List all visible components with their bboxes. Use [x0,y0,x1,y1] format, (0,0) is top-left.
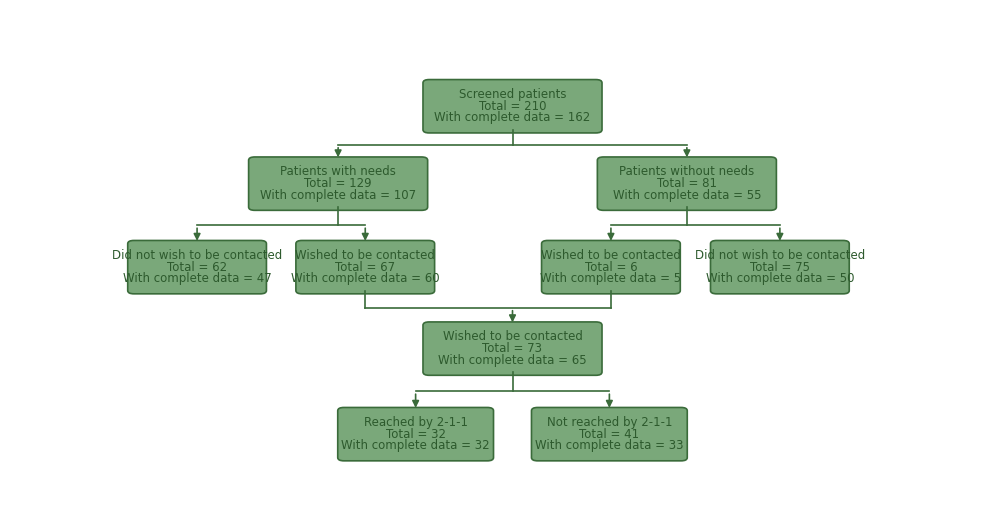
Text: With complete data = 65: With complete data = 65 [438,354,587,367]
Text: Total = 129: Total = 129 [304,177,372,190]
Text: Total = 32: Total = 32 [386,427,446,441]
Text: Total = 6: Total = 6 [585,261,637,273]
Text: With complete data = 33: With complete data = 33 [535,440,684,452]
Text: Total = 73: Total = 73 [482,342,542,355]
Text: Total = 75: Total = 75 [750,261,810,273]
Text: Wished to be contacted: Wished to be contacted [541,249,681,262]
FancyBboxPatch shape [542,241,680,294]
Text: Not reached by 2-1-1: Not reached by 2-1-1 [547,416,672,429]
FancyBboxPatch shape [423,79,602,133]
FancyBboxPatch shape [711,241,849,294]
Text: Did not wish to be contacted: Did not wish to be contacted [695,249,865,262]
Text: With complete data = 47: With complete data = 47 [123,272,271,285]
Text: Reached by 2-1-1: Reached by 2-1-1 [364,416,468,429]
Text: With complete data = 50: With complete data = 50 [706,272,854,285]
Text: Wished to be contacted: Wished to be contacted [443,331,582,343]
Text: Total = 62: Total = 62 [167,261,227,273]
Text: Total = 67: Total = 67 [335,261,395,273]
FancyBboxPatch shape [296,241,435,294]
Text: With complete data = 107: With complete data = 107 [260,189,416,202]
Text: Wished to be contacted: Wished to be contacted [295,249,435,262]
Text: Patients with needs: Patients with needs [280,166,396,178]
Text: With complete data = 32: With complete data = 32 [341,440,490,452]
FancyBboxPatch shape [423,322,602,375]
Text: With complete data = 162: With complete data = 162 [434,112,591,124]
Text: Did not wish to be contacted: Did not wish to be contacted [112,249,282,262]
FancyBboxPatch shape [531,407,687,461]
FancyBboxPatch shape [128,241,266,294]
Text: Total = 41: Total = 41 [579,427,639,441]
FancyBboxPatch shape [249,157,428,211]
FancyBboxPatch shape [338,407,494,461]
Text: Screened patients: Screened patients [459,88,566,101]
FancyBboxPatch shape [597,157,776,211]
Text: Total = 210: Total = 210 [479,100,546,113]
Text: Total = 81: Total = 81 [657,177,717,190]
Text: With complete data = 60: With complete data = 60 [291,272,440,285]
Text: With complete data = 55: With complete data = 55 [613,189,761,202]
Text: With complete data = 5: With complete data = 5 [540,272,681,285]
Text: Patients without needs: Patients without needs [619,166,755,178]
